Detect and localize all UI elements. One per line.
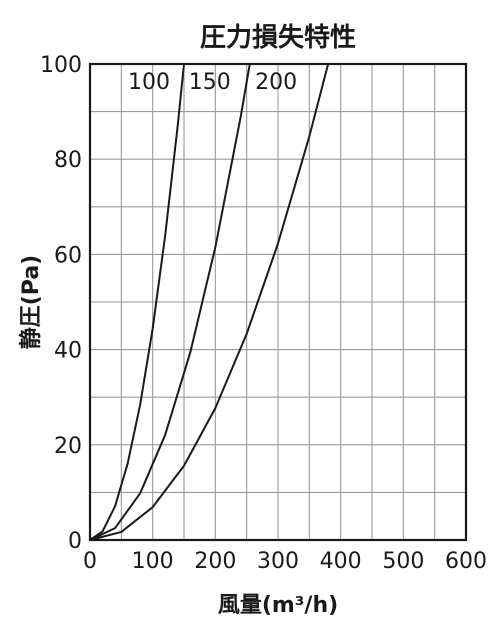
- series-line-100: [89, 63, 185, 541]
- y-tick-label: 80: [54, 148, 82, 173]
- y-tick-label: 100: [40, 53, 82, 78]
- series-labels: 100 150 200: [128, 70, 297, 95]
- series-line-150: [89, 63, 251, 541]
- y-tick-label: 0: [68, 529, 82, 554]
- chart-title: 圧力損失特性: [200, 22, 356, 53]
- x-tick-label: 0: [83, 549, 97, 574]
- series-label-200: 200: [255, 70, 297, 95]
- x-tick-label: 400: [320, 549, 362, 574]
- series-label-100: 100: [128, 70, 170, 95]
- x-tick-label: 200: [194, 549, 236, 574]
- x-tick-label: 300: [257, 549, 299, 574]
- series-curves: [89, 63, 330, 541]
- x-tick-label: 100: [132, 549, 174, 574]
- x-tick-label: 600: [445, 549, 487, 574]
- grid-lines: [90, 64, 466, 540]
- y-tick-label: 60: [54, 243, 82, 268]
- series-line-200: [89, 63, 330, 541]
- series-label-150: 150: [189, 70, 231, 95]
- x-axis-tick-labels: 0 100 200 300 400 500 600: [83, 549, 487, 574]
- y-tick-label: 20: [54, 434, 82, 459]
- y-axis-tick-labels: 0 20 40 60 80 100: [40, 53, 82, 554]
- x-tick-label: 500: [382, 549, 424, 574]
- y-axis-label: 静圧(Pa): [18, 255, 44, 350]
- y-tick-label: 40: [54, 339, 82, 364]
- plot-frame: [88, 62, 468, 542]
- x-axis-label: 風量(m³/h): [218, 593, 338, 618]
